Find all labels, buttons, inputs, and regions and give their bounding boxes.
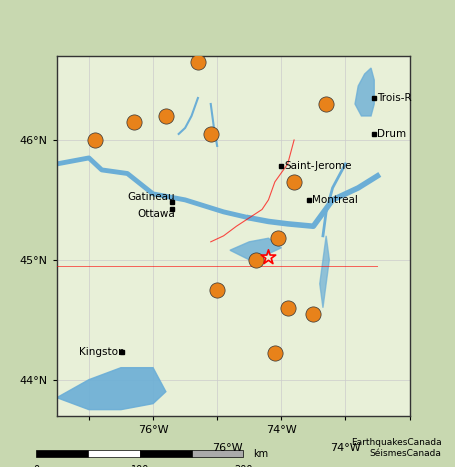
Text: 100: 100 — [131, 465, 149, 467]
Point — [284, 304, 291, 311]
Point — [162, 112, 170, 120]
Point — [207, 130, 214, 138]
Point — [252, 256, 259, 263]
Point — [194, 58, 202, 66]
Point — [271, 350, 278, 357]
Polygon shape — [57, 368, 166, 410]
Text: Saint-Jerome: Saint-Jerome — [284, 161, 352, 171]
Point — [274, 234, 282, 242]
Text: km: km — [253, 449, 269, 460]
Point — [310, 310, 317, 318]
Text: Ottawa: Ottawa — [137, 210, 175, 219]
Polygon shape — [355, 68, 374, 116]
Text: 74°W: 74°W — [330, 443, 361, 453]
Point — [323, 100, 330, 108]
Point — [265, 254, 272, 261]
Text: EarthquakesCanada
SéismesCanada: EarthquakesCanada SéismesCanada — [351, 438, 441, 458]
Bar — [88, 450, 140, 457]
Text: 0: 0 — [33, 465, 40, 467]
Text: Kingston: Kingston — [80, 347, 125, 357]
Point — [92, 136, 99, 144]
Text: 200: 200 — [234, 465, 253, 467]
Polygon shape — [230, 238, 281, 260]
Bar — [192, 450, 243, 457]
Bar — [36, 450, 88, 457]
Text: Montreal: Montreal — [312, 195, 358, 205]
Polygon shape — [320, 236, 329, 308]
Text: Gatineau: Gatineau — [127, 192, 175, 202]
Bar — [140, 450, 192, 457]
Text: 76°W: 76°W — [212, 443, 243, 453]
Point — [213, 286, 221, 294]
Text: Drum: Drum — [377, 129, 406, 139]
Point — [130, 118, 137, 126]
Point — [290, 178, 298, 186]
Text: Trois-R: Trois-R — [377, 93, 412, 103]
